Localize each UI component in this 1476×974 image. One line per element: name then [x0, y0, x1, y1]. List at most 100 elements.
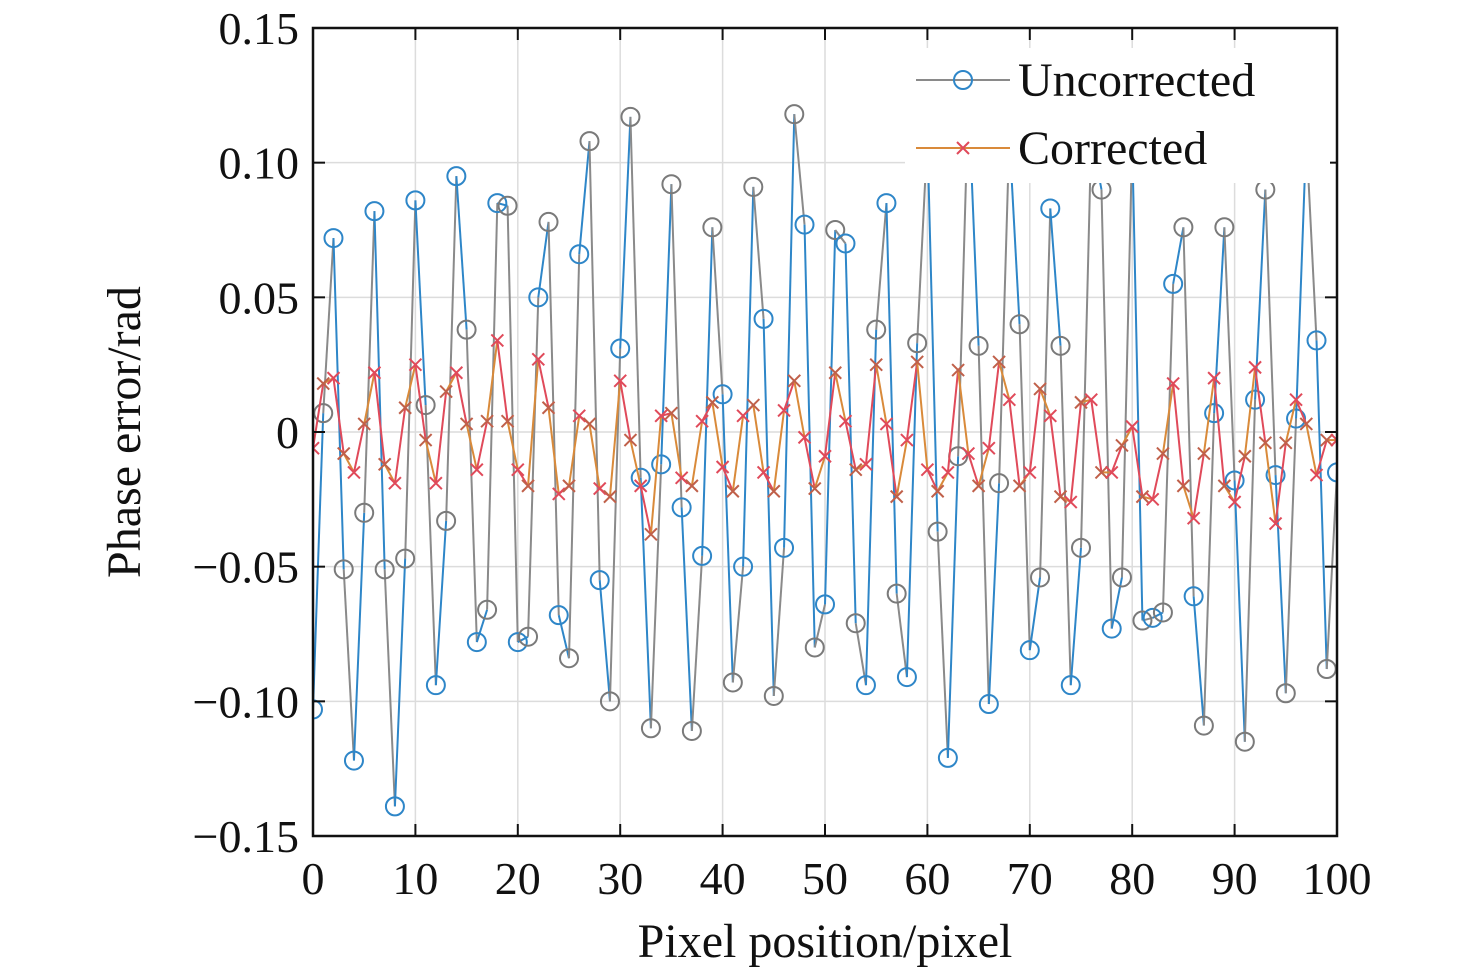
uncorrected-segment	[537, 221, 550, 298]
uncorrected-point	[405, 190, 426, 211]
corrected-segment	[639, 485, 652, 535]
corrected-point	[367, 366, 382, 380]
uncorrected-segment	[639, 477, 652, 729]
corrected-segment	[313, 383, 325, 449]
corrected-point	[347, 465, 361, 480]
uncorrected-point	[733, 556, 754, 577]
corrected-point-stroke	[429, 476, 443, 490]
uncorrected-segment	[670, 184, 683, 508]
corrected-point	[797, 430, 812, 445]
corrected-point-stroke	[490, 333, 505, 348]
uncorrected-point	[886, 583, 907, 604]
uncorrected-point	[1214, 217, 1235, 238]
corrected-point-stroke	[746, 398, 761, 412]
uncorrected-segment	[895, 593, 908, 678]
corrected-point-stroke	[1207, 371, 1221, 385]
corrected-segment	[762, 471, 775, 492]
corrected-point	[582, 417, 597, 431]
corrected-point-stroke	[685, 479, 699, 493]
uncorrected-point	[815, 594, 835, 615]
uncorrected-segment	[926, 135, 939, 532]
corrected-segment	[1172, 383, 1185, 486]
legend-marker	[953, 70, 973, 90]
corrected-point-stroke	[313, 441, 320, 450]
uncorrected-segment	[373, 211, 386, 570]
corrected-point-stroke	[889, 489, 904, 504]
uncorrected-segment	[313, 413, 325, 710]
corrected-point-stroke	[1084, 392, 1098, 407]
uncorrected-point	[784, 104, 805, 125]
uncorrected-point	[620, 106, 641, 127]
x-tick-label: 60	[904, 853, 950, 904]
uncorrected-point	[446, 166, 467, 187]
corrected-point	[695, 414, 709, 428]
corrected-point-stroke	[1320, 433, 1334, 447]
corrected-point-stroke	[480, 414, 494, 428]
y-axis-label: Phase error/rad	[98, 286, 151, 578]
corrected-point-stroke	[313, 446, 320, 455]
x-tick-label: 50	[802, 853, 848, 904]
x-tick-label: 70	[1007, 853, 1053, 904]
corrected-point-stroke	[541, 401, 556, 415]
corrected-point-stroke	[797, 430, 812, 445]
corrected-point-stroke	[715, 460, 730, 474]
corrected-point	[889, 489, 904, 504]
uncorrected-segment	[465, 329, 478, 643]
corrected-point-stroke	[828, 366, 842, 380]
corrected-point	[531, 352, 545, 366]
corrected-point	[388, 476, 402, 490]
corrected-point	[1309, 468, 1324, 482]
corrected-point-stroke	[756, 465, 771, 480]
corrected-point-stroke	[787, 374, 801, 388]
corrected-segment	[1305, 423, 1318, 476]
uncorrected-point	[569, 244, 590, 265]
corrected-segment	[813, 455, 826, 489]
corrected-point-stroke	[562, 479, 576, 493]
corrected-segment	[629, 439, 642, 487]
corrected-point	[971, 479, 986, 493]
uncorrected-segment	[1182, 227, 1195, 597]
uncorrected-point	[845, 613, 866, 634]
corrected-point-stroke	[633, 479, 648, 493]
uncorrected-point	[1275, 683, 1296, 704]
corrected-segment	[373, 372, 386, 465]
uncorrected-segment	[598, 580, 611, 702]
corrected-segment	[619, 380, 632, 441]
corrected-point	[767, 484, 781, 498]
tick-labels: 0 10 20 30 40 50 60 70 80 90 100 −0.15 −0.10 −0.05 0 0.…	[193, 3, 1372, 904]
corrected-point-stroke	[377, 457, 392, 472]
corrected-point	[920, 462, 935, 477]
corrected-point-stroke	[347, 465, 361, 480]
corrected-point	[818, 449, 832, 463]
uncorrected-segment	[1059, 345, 1072, 686]
legend-entry-uncorrected: Uncorrected	[916, 54, 1255, 107]
corrected-point	[808, 481, 822, 496]
corrected-segment	[946, 369, 960, 473]
corrected-segment	[926, 469, 939, 492]
uncorrected-point	[354, 502, 375, 523]
uncorrected-point	[538, 211, 559, 232]
corrected-point-stroke	[1279, 436, 1293, 450]
uncorrected-point	[395, 548, 416, 569]
uncorrected-segment	[619, 116, 632, 349]
uncorrected-point	[1152, 602, 1173, 623]
uncorrected-point	[1245, 389, 1266, 410]
uncorrected-segment	[701, 227, 714, 556]
uncorrected-segment	[998, 135, 1011, 484]
legend-background	[905, 48, 1330, 183]
corrected-point	[1227, 495, 1242, 509]
corrected-segment	[434, 391, 448, 484]
uncorrected-segment	[690, 555, 704, 732]
uncorrected-segment	[987, 483, 1001, 705]
corrected-point	[449, 366, 464, 380]
uncorrected-segment	[854, 623, 867, 686]
corrected-point	[1330, 433, 1337, 447]
corrected-segment	[885, 423, 898, 497]
uncorrected-point	[333, 559, 354, 580]
corrected-point	[777, 403, 791, 418]
corrected-point	[613, 374, 627, 388]
corrected-point-stroke	[1248, 360, 1262, 375]
corrected-point	[1320, 433, 1334, 447]
corrected-point-stroke	[1238, 449, 1252, 463]
uncorrected-point	[1224, 470, 1245, 491]
